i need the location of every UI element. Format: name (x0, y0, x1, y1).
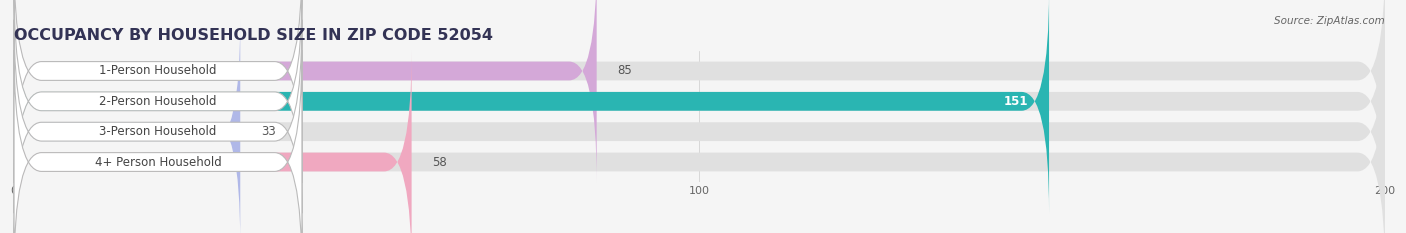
FancyBboxPatch shape (14, 20, 302, 233)
Text: 58: 58 (432, 155, 447, 168)
FancyBboxPatch shape (14, 50, 1385, 233)
FancyBboxPatch shape (14, 0, 302, 213)
FancyBboxPatch shape (14, 0, 302, 183)
FancyBboxPatch shape (14, 0, 1385, 213)
FancyBboxPatch shape (14, 0, 1385, 183)
Text: 3-Person Household: 3-Person Household (100, 125, 217, 138)
Text: OCCUPANCY BY HOUSEHOLD SIZE IN ZIP CODE 52054: OCCUPANCY BY HOUSEHOLD SIZE IN ZIP CODE … (14, 28, 494, 43)
Text: 33: 33 (262, 125, 276, 138)
FancyBboxPatch shape (14, 50, 302, 233)
FancyBboxPatch shape (14, 50, 412, 233)
FancyBboxPatch shape (14, 20, 1385, 233)
FancyBboxPatch shape (14, 0, 1049, 213)
Text: 151: 151 (1004, 95, 1029, 108)
Text: 1-Person Household: 1-Person Household (100, 65, 217, 78)
Text: 2-Person Household: 2-Person Household (100, 95, 217, 108)
FancyBboxPatch shape (14, 0, 596, 183)
Text: 4+ Person Household: 4+ Person Household (94, 155, 221, 168)
Text: 85: 85 (617, 65, 631, 78)
FancyBboxPatch shape (14, 20, 240, 233)
Text: Source: ZipAtlas.com: Source: ZipAtlas.com (1274, 16, 1385, 26)
